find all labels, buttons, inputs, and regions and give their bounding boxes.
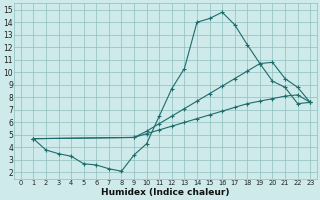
X-axis label: Humidex (Indice chaleur): Humidex (Indice chaleur) (101, 188, 230, 197)
